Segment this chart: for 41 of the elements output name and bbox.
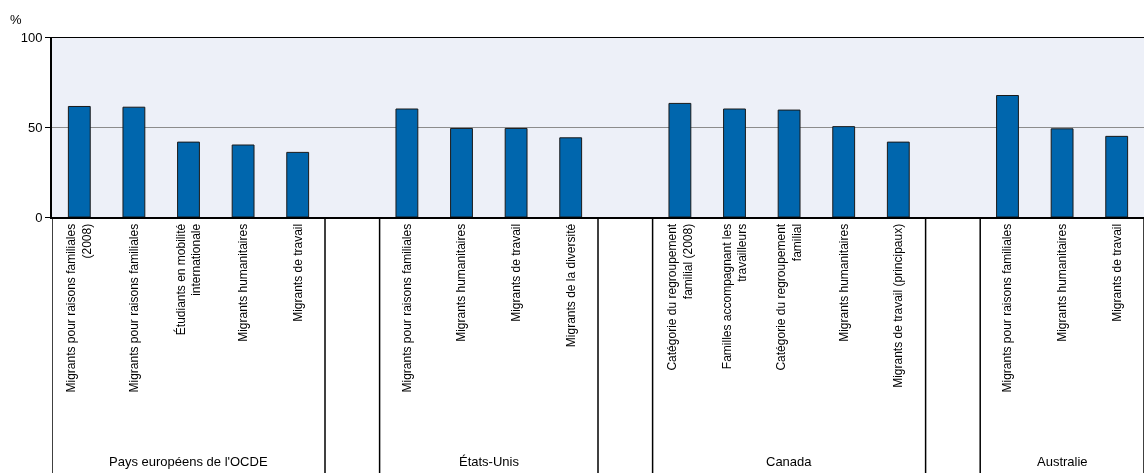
- x-tick-label: Migrants de travail: [290, 223, 305, 322]
- text: Pays européens de l'OCDE: [109, 454, 268, 469]
- bar: [231, 144, 255, 217]
- x-tick-label: Migrants humanitaires: [236, 223, 250, 342]
- bar: [668, 102, 692, 217]
- x-tick-label: Migrants pour raisons familiales (2008): [64, 223, 94, 393]
- bar: [723, 108, 746, 217]
- text: Australie: [1037, 454, 1088, 469]
- y-tick-label: 100: [20, 29, 43, 45]
- bar: [1105, 135, 1129, 217]
- bar: [559, 137, 583, 217]
- x-tick-label: Migrants pour raisons familiales: [126, 223, 141, 393]
- x-tick-label: Migrants de travail (principaux): [891, 223, 906, 388]
- x-tick-label: Étudiants en mobilité internationale: [172, 223, 204, 336]
- x-tick-label: Migrants humanitaires: [836, 223, 851, 342]
- text: États-Unis: [459, 454, 520, 469]
- y-tick-label: 0: [35, 209, 43, 225]
- x-tick-label: Migrants de travail: [509, 223, 523, 322]
- bar: [504, 127, 528, 217]
- x-tick-label: Migrants de travail: [1109, 223, 1124, 322]
- x-tick-label: Migrants humanitaires: [454, 223, 469, 342]
- x-tick-label: Migrants pour raisons familiales: [1000, 223, 1015, 393]
- bar: [286, 151, 310, 217]
- y-tick-label: 50: [27, 119, 43, 135]
- text: Canada: [766, 454, 813, 469]
- bar: [996, 95, 1019, 217]
- bar: [122, 106, 146, 217]
- x-tick-label: Catégorie du regroupement familial: [774, 223, 804, 371]
- x-tick-label: Catégorie du regroupement familial (2008): [665, 223, 695, 371]
- bar: [450, 127, 473, 217]
- x-tick-label: Migrants humanitaires: [1055, 223, 1069, 342]
- x-tick-label: Migrants pour raisons familiales: [399, 223, 414, 393]
- bar: [395, 108, 419, 217]
- x-tick-label: Migrants de la diversité: [563, 223, 578, 348]
- bar: [1050, 128, 1074, 217]
- bar: [886, 141, 910, 217]
- y-axis-title: %: [10, 12, 22, 27]
- bar: [67, 105, 91, 217]
- bar: [832, 126, 856, 217]
- bar: [777, 109, 801, 217]
- bar: [177, 141, 200, 217]
